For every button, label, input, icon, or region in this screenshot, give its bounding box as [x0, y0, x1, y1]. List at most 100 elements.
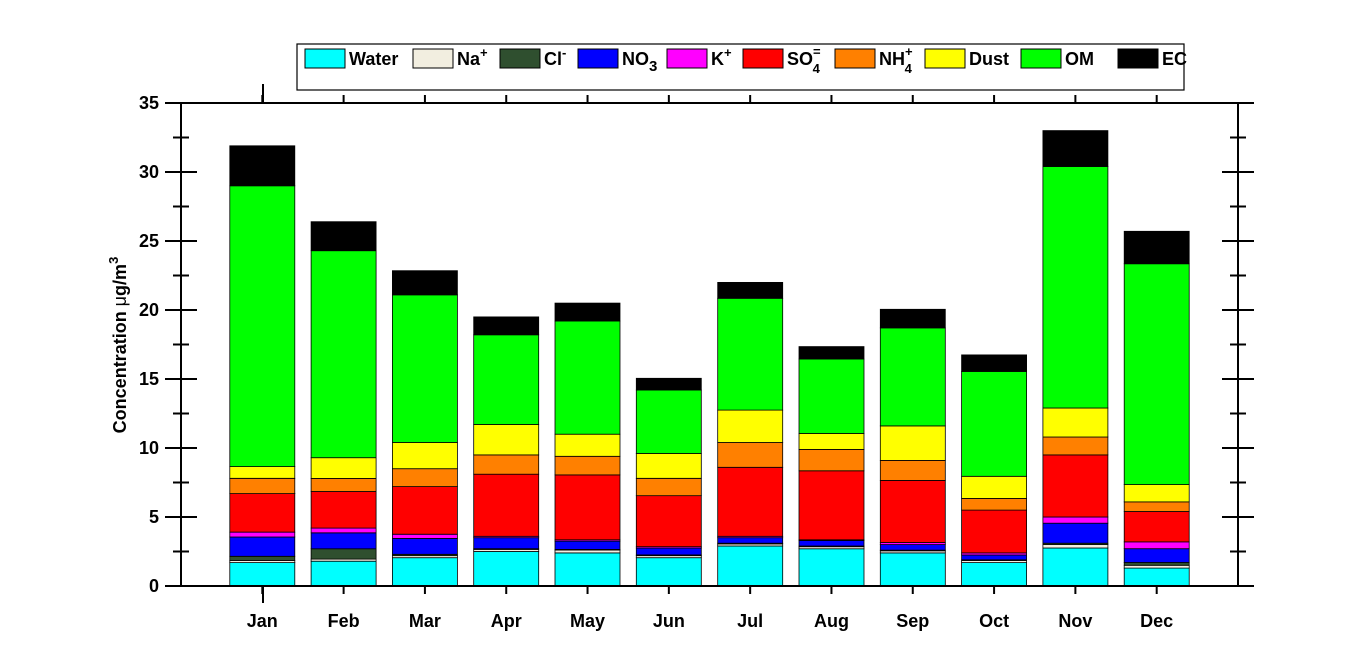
axes-layer: 0 5 10 15 20 25 30 35 Jan Feb Mar Apr May Jun Jul Aug Se…: [139, 84, 1254, 631]
bar-segment-may-dust: [554, 433, 621, 457]
bar-segment-jan-om: [229, 185, 296, 467]
bar-segment-jan-ec: [229, 145, 296, 187]
legend-label-na: Na+: [457, 45, 488, 69]
x-tick-label-dec: Dec: [1140, 611, 1173, 631]
bar-segment-feb-no: [310, 532, 377, 550]
bar-segment-feb-dust: [310, 457, 377, 479]
bar-segment-oct-nh: [961, 497, 1027, 511]
bar-segment-dec-no: [1123, 548, 1190, 563]
y-tick-label: 10: [139, 438, 159, 458]
bar-segment-sep-so: [879, 479, 946, 543]
bar-segment-sep-nh: [879, 459, 946, 481]
legend-label-no: NO3: [622, 49, 657, 75]
bar-segment-jun-ec: [635, 377, 702, 391]
bar-segment-may-na: [554, 549, 621, 554]
bar-segment-may-water: [554, 552, 621, 587]
bar-segment-apr-so: [473, 473, 540, 537]
bar-segment-dec-dust: [1123, 484, 1190, 503]
bar-segment-nov-nh: [1042, 436, 1109, 456]
y-tick-label: 25: [139, 231, 159, 251]
legend-swatch-k: [666, 48, 708, 69]
bar-segment-aug-ec: [798, 346, 865, 360]
bar-segment-jan-so: [229, 493, 296, 533]
bar-segment-jun-water: [635, 557, 702, 587]
bar-segment-oct-water: [961, 562, 1027, 587]
bar-segment-nov-om: [1042, 166, 1109, 409]
bar-segment-jan-cl: [229, 555, 296, 561]
y-tick-label: 35: [139, 93, 159, 113]
legend-swatch-dust: [924, 48, 966, 69]
bar-segment-aug-dust: [798, 433, 865, 450]
legend-swatch-na: [412, 48, 454, 69]
legend-swatch-no: [577, 48, 619, 69]
bar-segment-apr-dust: [473, 424, 540, 456]
bar-segment-mar-water: [391, 557, 458, 587]
bar-segment-dec-cl: [1123, 562, 1190, 566]
bar-segment-nov-k: [1042, 516, 1109, 524]
x-tick-label-jan: Jan: [247, 611, 278, 631]
legend-label-nh: NH+ 4: [879, 44, 913, 76]
bar-segment-aug-om: [798, 358, 865, 434]
legend-label-so: SO= 4: [787, 44, 821, 76]
bar-segment-may-so: [554, 474, 621, 541]
legend-label-k: K+: [711, 45, 732, 69]
bar-segment-feb-nh: [310, 477, 377, 492]
y-axis-label-prefix: Concentration: [110, 306, 130, 433]
bar-segment-jul-om: [717, 297, 784, 411]
bar-segment-may-om: [554, 320, 621, 435]
x-tick-label-feb: Feb: [328, 611, 360, 631]
bar-segment-jul-nh: [717, 442, 784, 468]
bar-segment-dec-nh: [1123, 501, 1190, 512]
bar-segment-may-no: [554, 540, 621, 550]
bar-segment-oct-om: [961, 370, 1027, 477]
bar-segment-jan-nh: [229, 477, 296, 494]
bar-segment-feb-ec: [310, 221, 377, 252]
bar-segment-may-nh: [554, 455, 621, 476]
legend-label-dust: Dust: [969, 49, 1009, 69]
bar-segment-sep-ec: [879, 308, 946, 329]
bar-segment-feb-so: [310, 491, 377, 529]
bar-segment-dec-k: [1123, 541, 1190, 550]
bar-segment-mar-nh: [391, 468, 458, 488]
bar-segment-feb-water: [310, 560, 377, 587]
bar-segment-nov-ec: [1042, 130, 1109, 167]
y-axis-label-sup: 3: [106, 257, 121, 264]
bar-segment-jul-so: [717, 466, 784, 537]
y-axis-label-mu: μ: [110, 296, 130, 306]
bar-segment-sep-om: [879, 327, 946, 427]
legend-swatch-nh: [834, 48, 876, 69]
bar-segment-feb-om: [310, 250, 377, 459]
bar-segment-apr-water: [473, 551, 540, 587]
bar-segment-nov-no: [1042, 522, 1109, 544]
bar-segment-mar-dust: [391, 442, 458, 470]
bar-segment-dec-om: [1123, 263, 1190, 485]
y-tick-label: 5: [149, 507, 159, 527]
legend-label-om: OM: [1065, 49, 1094, 69]
bar-segment-aug-no: [798, 540, 865, 547]
y-axis-label-unit: g/m: [110, 264, 130, 296]
bar-segment-dec-water: [1123, 567, 1190, 587]
bar-segment-mar-ec: [391, 270, 458, 296]
bar-segment-jun-om: [635, 389, 702, 454]
bar-segment-dec-so: [1123, 511, 1190, 543]
bar-segment-nov-water: [1042, 547, 1109, 587]
x-tick-label-jul: Jul: [737, 611, 763, 631]
bar-segment-mar-so: [391, 486, 458, 535]
bar-segment-sep-no: [879, 544, 946, 551]
legend-label-cl: Cl-: [544, 45, 566, 69]
bar-segment-nov-dust: [1042, 407, 1109, 438]
bar-segment-jan-water: [229, 562, 296, 587]
bar-segment-jul-water: [717, 545, 784, 587]
y-tick-label: 20: [139, 300, 159, 320]
legend-label-ec: EC: [1162, 49, 1187, 69]
legend: Water Na+ Cl- NO3 K+ SO= 4 NH+ 4 Dust OM EC: [296, 43, 1187, 91]
bar-segment-dec-na: [1123, 564, 1190, 569]
x-tick-label-aug: Aug: [814, 611, 849, 631]
legend-swatch-cl: [499, 48, 541, 69]
x-tick-label-nov: Nov: [1058, 611, 1092, 631]
bar-segment-jul-dust: [717, 409, 784, 443]
bar-segment-jun-no: [635, 547, 702, 556]
legend-swatch-so: [742, 48, 784, 69]
bar-segment-dec-ec: [1123, 230, 1190, 265]
